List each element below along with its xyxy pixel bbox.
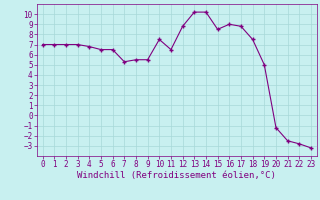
X-axis label: Windchill (Refroidissement éolien,°C): Windchill (Refroidissement éolien,°C) xyxy=(77,171,276,180)
